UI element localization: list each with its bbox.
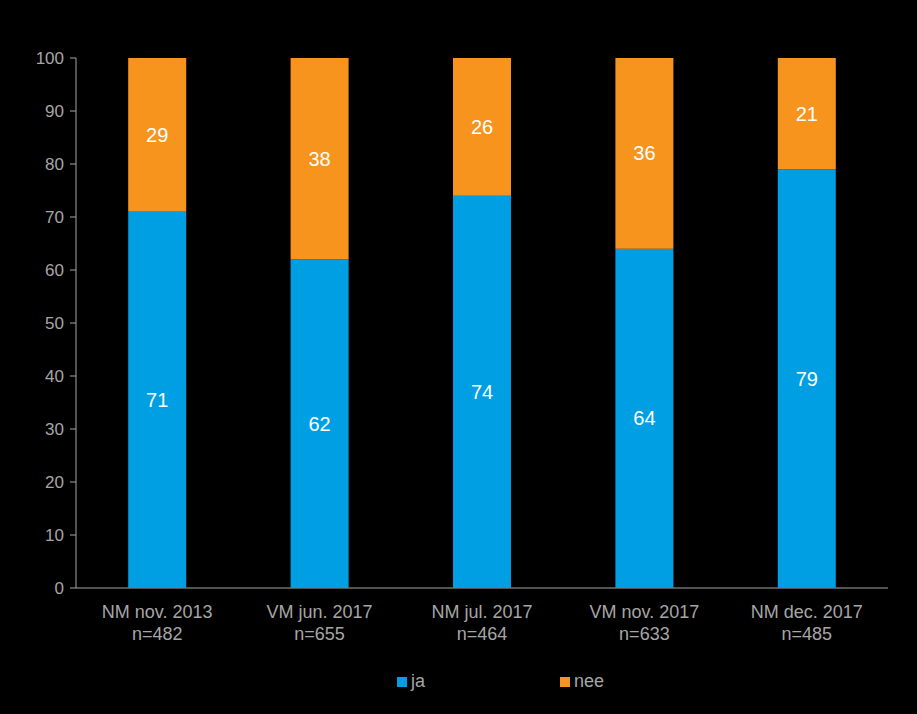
y-tick-label: 50	[45, 314, 64, 333]
bar-segment	[128, 212, 186, 588]
bars	[128, 58, 836, 588]
chart: 0 10 20 30 40 50 60 70 80 90 100 71 29 62 38 74 26 64 36 79…	[0, 0, 917, 714]
y-tick	[70, 217, 76, 218]
legend: ja nee	[397, 671, 604, 691]
legend-swatch	[560, 677, 570, 687]
y-tick-label: 10	[45, 526, 64, 545]
y-tick	[70, 270, 76, 271]
bar-segment	[615, 58, 673, 249]
data-label: 62	[308, 413, 330, 435]
data-label: 79	[796, 368, 818, 390]
data-label: 74	[471, 381, 493, 403]
bar-segment	[615, 249, 673, 588]
bar-segment	[453, 58, 511, 196]
y-tick-label: 30	[45, 420, 64, 439]
y-tick-label: 60	[45, 261, 64, 280]
x-tick-label: NM jul. 2017n=464	[431, 602, 532, 644]
chart-container: 0 10 20 30 40 50 60 70 80 90 100 71 29 62 38 74 26 64 36 79…	[0, 0, 917, 714]
y-tick-label: 100	[36, 49, 64, 68]
y-axis	[76, 58, 77, 588]
y-tick	[70, 164, 76, 165]
y-tick	[70, 111, 76, 112]
data-label: 21	[796, 103, 818, 125]
x-tick-label: VM jun. 2017n=655	[267, 602, 373, 644]
y-tick	[70, 58, 76, 59]
y-tick-label: 70	[45, 208, 64, 227]
y-tick-label: 80	[45, 155, 64, 174]
y-tick	[70, 588, 76, 589]
bar-segment	[291, 58, 349, 259]
x-tick-label: VM nov. 2017n=633	[590, 602, 700, 644]
data-label: 26	[471, 116, 493, 138]
y-tick	[70, 429, 76, 430]
background	[0, 0, 917, 714]
bar-segment	[291, 259, 349, 588]
y-tick-label: 40	[45, 367, 64, 386]
data-label: 64	[633, 407, 655, 429]
y-tick-label: 90	[45, 102, 64, 121]
data-label: 36	[633, 142, 655, 164]
legend-swatch	[397, 677, 407, 687]
bar-segment	[453, 196, 511, 588]
data-label: 38	[308, 148, 330, 170]
y-tick-label: 0	[55, 579, 64, 598]
y-tick	[70, 376, 76, 377]
bar-segment	[778, 169, 836, 588]
x-tick-label: NM nov. 2013n=482	[102, 602, 213, 644]
bar-segment	[778, 58, 836, 169]
y-tick-label: 20	[45, 473, 64, 492]
legend-label: ja	[410, 671, 426, 691]
x-tick-label: NM dec. 2017n=485	[751, 602, 863, 644]
y-tick	[70, 535, 76, 536]
bar-segment	[128, 58, 186, 212]
y-tick	[70, 482, 76, 483]
y-tick	[70, 323, 76, 324]
legend-label: nee	[574, 671, 604, 691]
data-label: 71	[146, 389, 168, 411]
data-label: 29	[146, 124, 168, 146]
